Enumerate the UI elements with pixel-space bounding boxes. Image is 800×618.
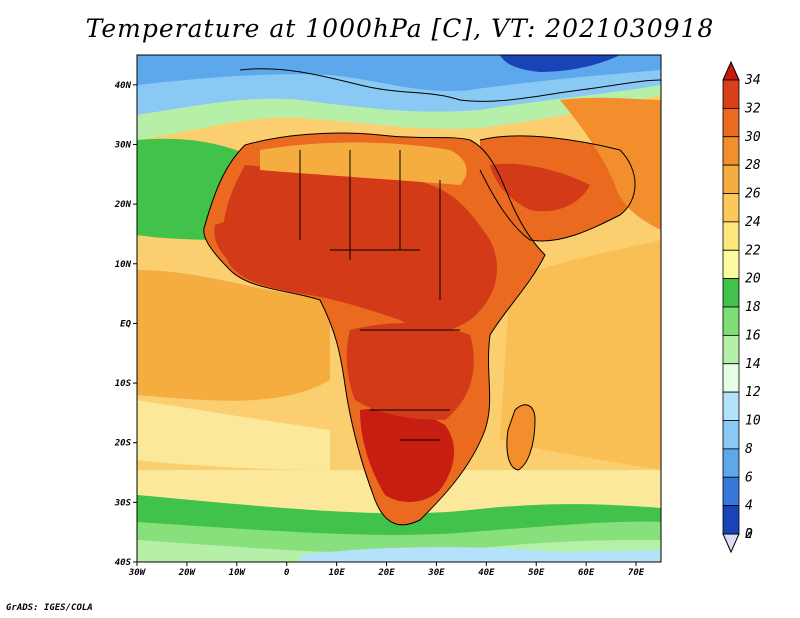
lat-tick-label: 30S [114, 498, 132, 508]
colorbar-label: 18 [745, 300, 761, 315]
colorbar-label: 32 [744, 101, 761, 116]
lon-tick-label: 60E [578, 568, 595, 578]
colorbar-label: 10 [745, 414, 761, 429]
colorbar-segment [722, 278, 740, 308]
latitude-axis: 40N 30N 20N 10N EQ 10S 20S 30S 40S [114, 81, 137, 568]
north-cold-zone [500, 55, 620, 72]
colorbar-segment [722, 363, 740, 393]
lon-tick-label: 10E [328, 568, 345, 578]
southern-blue-band [300, 547, 661, 562]
colorbar-segment [722, 221, 740, 251]
colorbar-label: 28 [745, 158, 761, 173]
colorbar-segment [722, 193, 740, 223]
colorbar-label: 30 [744, 130, 761, 145]
colorbar-label: 0 [745, 527, 753, 542]
colorbar-segment [722, 79, 740, 109]
arabia-hot [490, 163, 590, 212]
colorbar-label: 20 [745, 272, 761, 287]
lon-tick-label: 30E [427, 568, 445, 578]
africa-south-hot [360, 408, 455, 502]
lat-tick-label: 40N [115, 81, 132, 91]
colorbar-segment [722, 249, 740, 280]
africa-hot-core [222, 165, 498, 332]
colorbar-segment [722, 164, 740, 194]
colorbar-segment [722, 505, 740, 535]
asia-land [560, 97, 661, 231]
colorbar-segment [722, 448, 740, 478]
lon-tick-label: 50E [528, 568, 545, 578]
colorbar-label: 2 [745, 527, 753, 542]
lat-tick-label: 20N [114, 200, 132, 210]
colorbar-segment [722, 391, 740, 421]
colorbar-label: 6 [745, 470, 753, 485]
colorbar-segment [722, 476, 740, 507]
africa-central-hot [346, 323, 474, 420]
lat-tick-label: EQ [120, 319, 131, 329]
temperature-field [137, 55, 661, 562]
colorbar-label: 12 [745, 385, 761, 400]
lat-tick-label: 40S [115, 558, 132, 568]
lon-tick-label: 40E [478, 568, 495, 578]
map-title: Temperature at 1000hPa [C], VT: 20210309… [85, 14, 715, 43]
sahara-warm [260, 142, 467, 185]
lat-tick-label: 20S [114, 439, 132, 449]
atlantic-cool-zone [137, 400, 330, 470]
lon-tick-label: 70E [628, 568, 645, 578]
colorbar-label: 24 [745, 215, 761, 230]
lon-tick-label: 10W [229, 568, 247, 578]
colorbar-label: 22 [745, 243, 761, 258]
lat-tick-label: 10S [115, 379, 132, 389]
lat-tick-label: 10N [115, 260, 132, 270]
lon-tick-label: 0 [284, 568, 290, 578]
colorbar-label: 34 [744, 73, 761, 88]
colorbar-bottom-arrow [722, 533, 740, 554]
temperature-map: 40N 30N 20N 10N EQ 10S 20S 30S 40S 30W 20W 10W 0 10E… [114, 54, 761, 578]
colorbar-segment [722, 107, 740, 138]
colorbar-label: 26 [745, 187, 761, 202]
plot-frame [136, 54, 662, 563]
madagascar [506, 404, 535, 470]
grads-credit: GrADS: IGES/COLA [6, 603, 93, 613]
longitude-axis: 30W 20W 10W 0 10E 20E 30E 40E 50E 60E 70E [128, 562, 645, 578]
colorbar-label: 4 [745, 499, 753, 514]
colorbar-segment [722, 420, 740, 450]
colorbar-segment [722, 334, 740, 365]
lon-tick-label: 20E [377, 568, 395, 578]
colorbar-label: 14 [745, 357, 761, 372]
sahara-west-hot [214, 220, 290, 267]
colorbar-label: 16 [745, 328, 761, 343]
lon-tick-label: 30W [128, 568, 147, 578]
indian-ocean-zone [500, 240, 661, 470]
lon-tick-label: 20W [178, 568, 197, 578]
colorbar-segment [722, 306, 740, 336]
coastlines [203, 68, 661, 526]
colorbar-top-arrow [722, 60, 740, 81]
lat-tick-label: 30N [114, 140, 132, 150]
colorbar-segment [722, 136, 740, 166]
atlantic-warm-zone [137, 270, 330, 401]
colorbar-label: 8 [745, 442, 753, 457]
